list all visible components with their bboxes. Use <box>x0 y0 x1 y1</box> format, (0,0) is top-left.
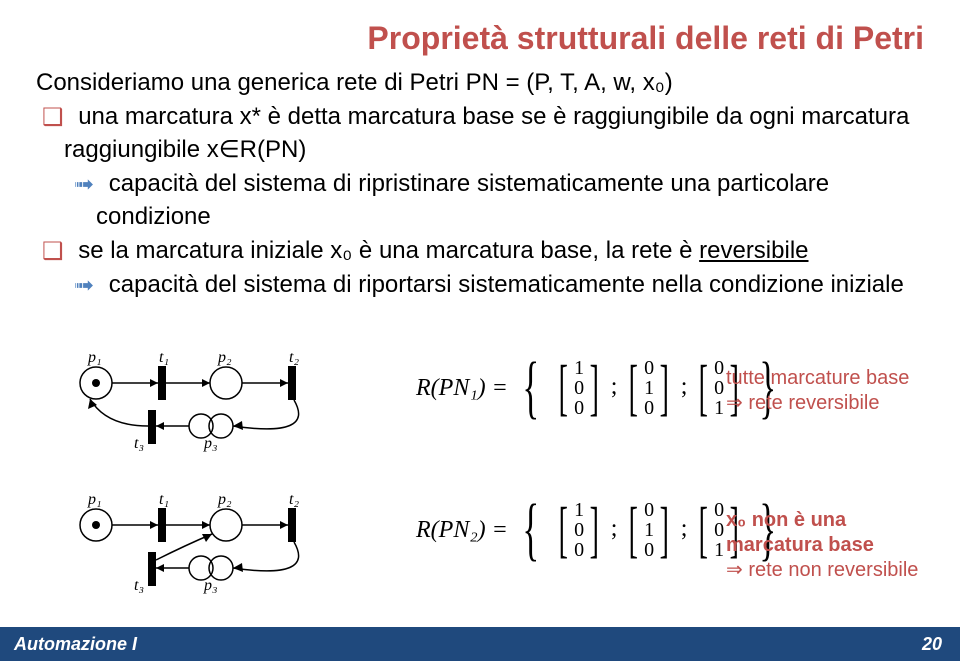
footer-right: 20 <box>922 634 942 655</box>
title-text: Proprietà strutturali delle reti di Petr… <box>367 20 924 56</box>
bullet-2a: capacità del sistema di riportarsi siste… <box>36 269 924 301</box>
bullet-1a: capacità del sistema di ripristinare sis… <box>36 168 924 233</box>
label-p2: p₂ <box>217 349 232 366</box>
label-t2: t₂ <box>289 349 299 366</box>
svg-text:p₂: p₂ <box>217 491 232 508</box>
bullet-1a-text: capacità del sistema di ripristinare sis… <box>96 170 829 229</box>
bullet-1: una marcatura x* è detta marcatura base … <box>36 101 924 166</box>
net-row-1: p₁ t₁ p₂ t₂ t₃ p₃ R(PN₁) = { [100] ; [01… <box>36 348 924 458</box>
note-1-line1: tutte marcature base <box>726 366 909 391</box>
slide-title: Proprietà strutturali delle reti di Petr… <box>36 20 924 57</box>
note-1: tutte marcature base ⇒ rete reversibile <box>726 366 909 416</box>
svg-text:p₁: p₁ <box>87 491 102 508</box>
label-t3: t₃ <box>134 435 144 452</box>
intro-line: Consideriamo una generica rete di Petri … <box>36 67 924 99</box>
label-t1: t₁ <box>159 349 169 366</box>
footer-bar: Automazione I 20 <box>0 627 960 661</box>
bullet-2a-text: capacità del sistema di riportarsi siste… <box>109 271 904 298</box>
formula-2-label: R(PN₂) = <box>416 517 508 544</box>
bullet-2-underlined: reversibile <box>699 237 808 264</box>
label-p1: p₁ <box>87 349 102 366</box>
svg-text:t₁: t₁ <box>159 491 169 508</box>
formula-1-label: R(PN₁) = <box>416 375 508 402</box>
svg-text:t₂: t₂ <box>289 491 299 508</box>
svg-text:t₃: t₃ <box>134 577 144 594</box>
bullet-2: se la marcatura iniziale x₀ è una marcat… <box>36 235 924 267</box>
petri-net-1: p₁ t₁ p₂ t₂ t₃ p₃ <box>66 348 366 448</box>
net-row-2: p₁ t₁ p₂ t₂ t₃ p₃ R(PN₂) = { [100] ; [01… <box>36 490 924 600</box>
note-1-line2: ⇒ rete reversibile <box>726 391 909 416</box>
label-p3: p₃ <box>203 435 218 452</box>
footer-left: Automazione I <box>14 634 137 655</box>
petri-net-2: p₁ t₁ p₂ t₂ t₃ p₃ <box>66 490 366 590</box>
note-2-line2: ⇒ rete non reversibile <box>726 558 924 583</box>
bullet-2-prefix: se la marcatura iniziale x₀ è una marcat… <box>78 237 699 264</box>
bullet-1-text: una marcatura x* è detta marcatura base … <box>64 103 909 162</box>
body-text: Consideriamo una generica rete di Petri … <box>36 67 924 302</box>
note-2-line1: x₀ non è una marcatura base <box>726 509 874 556</box>
svg-text:p₃: p₃ <box>203 577 218 594</box>
note-2: x₀ non è una marcatura base ⇒ rete non r… <box>726 508 924 583</box>
